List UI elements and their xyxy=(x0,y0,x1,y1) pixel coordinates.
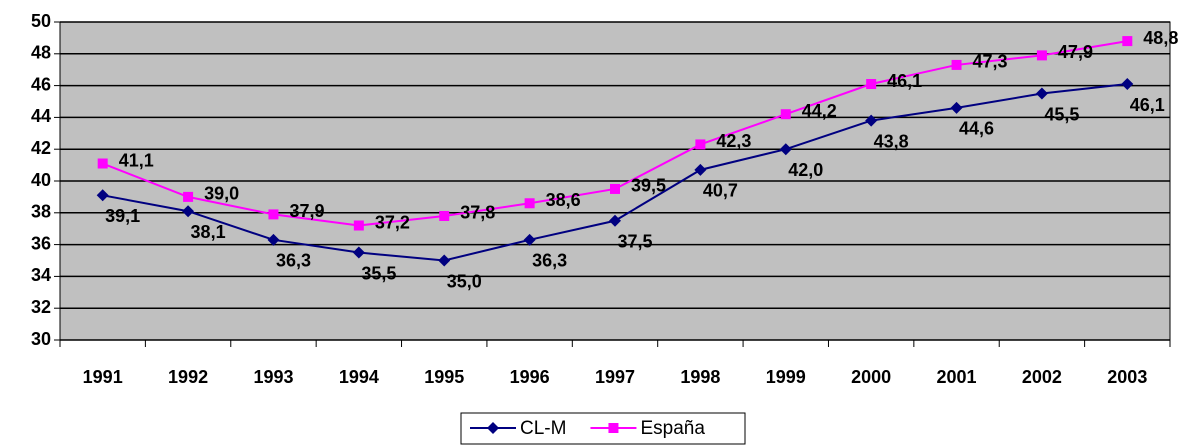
data-label: 48,8 xyxy=(1143,28,1178,48)
data-label: 39,5 xyxy=(631,176,666,196)
data-point xyxy=(950,101,963,114)
data-label: 38,6 xyxy=(546,190,581,210)
data-label: 39,0 xyxy=(204,184,239,204)
y-tick-label: 36 xyxy=(31,233,51,253)
legend-label: CL-M xyxy=(520,418,566,439)
legend-marker xyxy=(608,423,619,433)
data-label: 35,5 xyxy=(361,263,396,283)
data-point xyxy=(610,183,620,194)
data-label: 37,2 xyxy=(375,212,410,232)
y-tick-label: 44 xyxy=(31,106,51,126)
legend-marker xyxy=(487,422,499,434)
data-label: 35,0 xyxy=(447,271,482,291)
y-tick-label: 34 xyxy=(31,265,51,285)
y-tick-label: 48 xyxy=(31,43,51,63)
x-tick-label: 2001 xyxy=(937,367,977,387)
data-point xyxy=(439,210,450,221)
x-tick-label: 1992 xyxy=(168,367,208,387)
data-label: 41,1 xyxy=(119,150,154,170)
x-tick-label: 1998 xyxy=(680,367,720,387)
data-label: 37,8 xyxy=(460,203,495,223)
data-point xyxy=(353,220,364,231)
data-point xyxy=(352,246,365,259)
data-point xyxy=(183,191,194,202)
data-label: 46,1 xyxy=(887,71,922,91)
data-point xyxy=(865,114,878,127)
data-point xyxy=(267,233,280,246)
data-point xyxy=(951,59,962,70)
y-tick-label: 40 xyxy=(31,170,51,190)
data-point xyxy=(1035,87,1048,100)
y-tick-label: 50 xyxy=(31,11,51,31)
data-label: 38,1 xyxy=(191,222,226,242)
data-point xyxy=(780,109,791,120)
y-tick-label: 46 xyxy=(31,74,51,94)
data-point xyxy=(523,233,536,246)
x-tick-label: 1994 xyxy=(339,367,379,387)
data-label: 43,8 xyxy=(874,131,909,151)
data-label: 44,2 xyxy=(802,101,837,121)
data-point xyxy=(1122,36,1133,47)
data-point xyxy=(1036,50,1047,61)
x-tick-label: 1995 xyxy=(424,367,464,387)
data-label: 42,3 xyxy=(716,131,751,151)
data-label: 44,6 xyxy=(959,119,994,139)
x-tick-label: 2003 xyxy=(1107,367,1147,387)
y-tick-label: 38 xyxy=(31,202,51,222)
x-tick-label: 1993 xyxy=(253,367,293,387)
data-label: 36,3 xyxy=(532,251,567,271)
data-point xyxy=(866,79,877,90)
data-label: 46,1 xyxy=(1130,95,1165,115)
x-tick-label: 1997 xyxy=(595,367,635,387)
data-point xyxy=(182,205,195,218)
x-tick-label: 1991 xyxy=(83,367,123,387)
legend-label: España xyxy=(640,418,705,439)
data-label: 47,3 xyxy=(973,52,1008,72)
data-point xyxy=(694,163,707,176)
data-label: 37,9 xyxy=(289,201,324,221)
x-tick-label: 2000 xyxy=(851,367,891,387)
data-point xyxy=(779,143,792,156)
data-point xyxy=(268,209,279,220)
data-label: 45,5 xyxy=(1044,104,1079,124)
y-tick-label: 32 xyxy=(31,297,51,317)
data-point xyxy=(524,198,535,209)
data-point xyxy=(695,139,706,150)
data-point xyxy=(97,158,108,169)
x-tick-label: 1996 xyxy=(510,367,550,387)
data-point xyxy=(1121,78,1134,91)
data-label: 42,0 xyxy=(788,160,823,180)
data-label: 39,1 xyxy=(105,206,140,226)
data-point xyxy=(96,189,109,202)
x-tick-label: 2002 xyxy=(1022,367,1062,387)
data-point xyxy=(438,254,451,267)
data-point xyxy=(609,214,621,227)
data-label: 36,3 xyxy=(276,251,311,271)
y-tick-label: 30 xyxy=(31,329,51,349)
data-label: 47,9 xyxy=(1058,42,1093,62)
plot-border xyxy=(59,21,1171,341)
y-tick-label: 42 xyxy=(31,138,51,158)
data-label: 37,5 xyxy=(617,232,652,252)
data-label: 40,7 xyxy=(703,181,738,201)
x-tick-label: 1999 xyxy=(766,367,806,387)
